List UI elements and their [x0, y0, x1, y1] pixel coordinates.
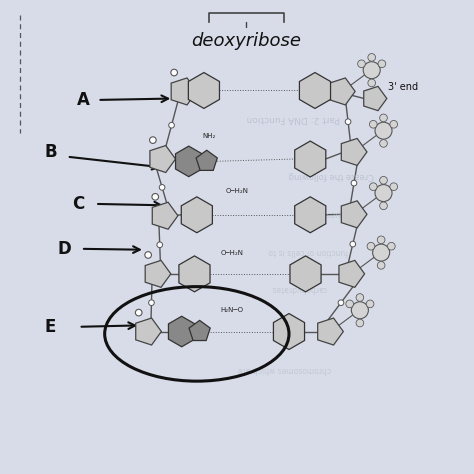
Polygon shape: [196, 150, 217, 170]
Text: O─H₂N: O─H₂N: [226, 189, 248, 194]
Circle shape: [356, 319, 364, 327]
Text: B: B: [44, 143, 56, 161]
Polygon shape: [364, 86, 387, 110]
Circle shape: [358, 60, 365, 68]
Circle shape: [152, 193, 158, 200]
Circle shape: [351, 180, 357, 186]
Circle shape: [150, 137, 156, 144]
Text: function of cells is to: function of cells is to: [268, 246, 348, 255]
Circle shape: [375, 184, 392, 201]
Text: chromosomes which are: chromosomes which are: [238, 365, 331, 374]
Circle shape: [145, 252, 152, 258]
Circle shape: [157, 242, 163, 247]
Circle shape: [367, 242, 375, 250]
Circle shape: [380, 140, 387, 147]
Text: Create the following: Create the following: [289, 171, 374, 180]
Text: carbohydrates: carbohydrates: [271, 284, 326, 293]
Text: E: E: [45, 318, 56, 336]
Circle shape: [368, 79, 375, 87]
Circle shape: [356, 294, 364, 301]
Circle shape: [338, 300, 344, 306]
Circle shape: [380, 176, 387, 184]
Circle shape: [377, 262, 385, 269]
Circle shape: [390, 183, 398, 191]
Circle shape: [380, 114, 387, 122]
Circle shape: [390, 120, 398, 128]
Text: A: A: [77, 91, 90, 109]
Text: H₂N─O: H₂N─O: [221, 307, 244, 313]
Polygon shape: [341, 138, 367, 165]
Polygon shape: [300, 73, 330, 109]
Circle shape: [380, 202, 387, 210]
Circle shape: [159, 184, 165, 190]
Polygon shape: [145, 260, 171, 287]
Text: O─H₂N: O─H₂N: [221, 250, 244, 256]
Circle shape: [373, 244, 390, 261]
Circle shape: [345, 119, 351, 125]
Polygon shape: [175, 146, 202, 177]
Circle shape: [369, 120, 377, 128]
Polygon shape: [295, 141, 326, 177]
Polygon shape: [171, 78, 197, 105]
Text: 3' end: 3' end: [388, 82, 419, 91]
Polygon shape: [152, 202, 178, 229]
Circle shape: [171, 69, 177, 76]
Polygon shape: [329, 78, 355, 105]
Polygon shape: [179, 256, 210, 292]
Polygon shape: [290, 256, 321, 292]
Polygon shape: [273, 314, 304, 349]
Circle shape: [149, 300, 155, 306]
Polygon shape: [150, 146, 175, 173]
Circle shape: [388, 242, 395, 250]
Circle shape: [366, 300, 374, 308]
Text: C: C: [73, 195, 85, 213]
Polygon shape: [136, 318, 161, 345]
Circle shape: [378, 60, 386, 68]
Text: NH₂: NH₂: [202, 133, 215, 139]
Text: Part 2: DNA Function: Part 2: DNA Function: [247, 114, 340, 123]
Polygon shape: [295, 197, 326, 233]
Circle shape: [136, 310, 142, 316]
Text: D: D: [58, 240, 72, 258]
Circle shape: [368, 54, 375, 61]
Circle shape: [363, 62, 380, 79]
Polygon shape: [189, 320, 210, 340]
Circle shape: [377, 236, 385, 244]
Polygon shape: [318, 318, 343, 345]
Text: OH: OH: [365, 70, 378, 79]
Polygon shape: [341, 201, 367, 228]
Circle shape: [351, 302, 368, 319]
Polygon shape: [181, 197, 212, 233]
Circle shape: [169, 122, 174, 128]
Polygon shape: [168, 316, 195, 347]
Text: questionna: questionna: [301, 209, 344, 218]
Polygon shape: [339, 260, 365, 287]
Text: deoxyribose: deoxyribose: [191, 32, 301, 50]
Circle shape: [346, 300, 354, 308]
Circle shape: [369, 183, 377, 191]
Circle shape: [375, 122, 392, 139]
Circle shape: [350, 241, 356, 247]
Polygon shape: [188, 73, 219, 109]
